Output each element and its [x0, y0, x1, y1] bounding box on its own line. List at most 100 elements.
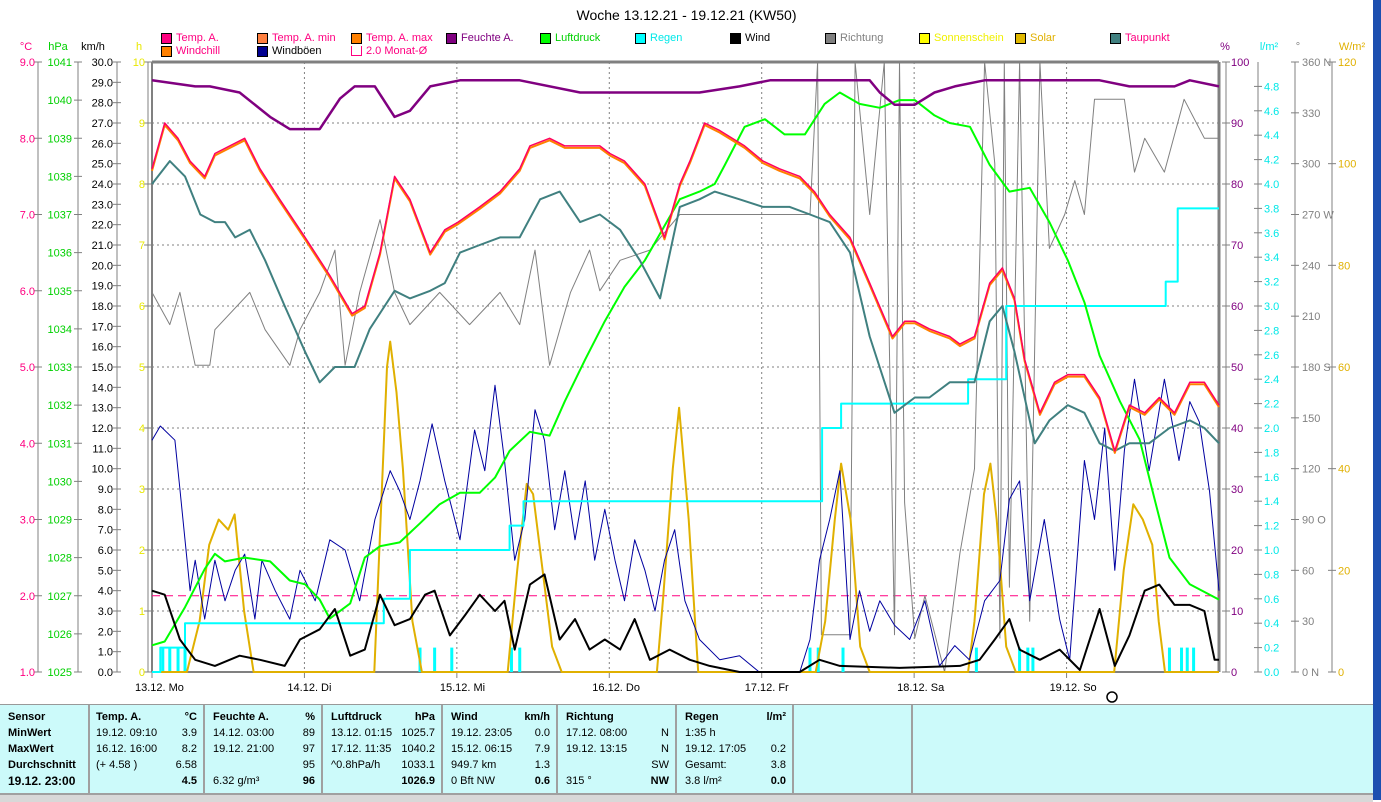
- axis-label-sun: 8: [139, 179, 145, 191]
- axis-label-rain: 1.0: [1264, 545, 1279, 557]
- axis-label-sun: 10: [133, 57, 145, 69]
- stats-row: 3.8 l/m² 0.0: [685, 773, 786, 789]
- axis-label-wind: 25.0: [92, 159, 113, 171]
- axis-label-solar: 80: [1338, 260, 1350, 272]
- series-solar-line: [152, 340, 1219, 673]
- axis-unit-humidity: %: [1220, 41, 1230, 53]
- stats-row: 19.12. 23:05 0.0: [451, 725, 550, 741]
- legend-label: Windchill: [176, 45, 221, 57]
- stats-cell-label: 19.12. 13:15: [566, 743, 628, 755]
- stats-cell-label: 0 Bft NW: [451, 775, 496, 787]
- stats-cell-value: 3.9: [181, 727, 197, 739]
- axis-label-wind: 24.0: [92, 179, 113, 191]
- current-time-marker: [1106, 691, 1118, 703]
- stats-cell-label: 6.32 g/m³: [213, 775, 260, 787]
- axis-label-wind: 10.0: [92, 464, 113, 476]
- axis-label-sun: 4: [139, 423, 145, 435]
- axis-label-sun: 9: [139, 118, 145, 130]
- rain-event-bar: [183, 647, 187, 672]
- axis-label-pressure: 1035: [48, 286, 72, 298]
- axis-label-wind: 3.0: [98, 606, 113, 618]
- axis-label-direction: 270 W: [1302, 210, 1334, 222]
- x-tick-label-day: 17.12. Fr: [745, 682, 789, 694]
- stats-row: 95: [213, 757, 315, 773]
- stats-cell-label: 19.12. 09:10: [96, 727, 158, 739]
- stats-cell-value: 1040.2: [401, 743, 435, 755]
- axis-label-pressure: 1034: [48, 324, 72, 336]
- stats-column-humidity: Feuchte A.% 14.12. 03:00 89 19.12. 21:00 97 9…: [205, 705, 323, 794]
- axis-label-rain: 4.8: [1264, 81, 1279, 93]
- stats-cell-label: (+ 4.58 ): [96, 759, 138, 771]
- stats-row: 19.12. 13:15 N: [566, 741, 669, 757]
- stats-cell-value: 6.58: [175, 759, 197, 771]
- rain-event-bar: [1031, 647, 1035, 672]
- stats-cell-value: 89: [302, 727, 315, 739]
- axis-label-humidity: 80: [1231, 179, 1243, 191]
- axis-label-rain: 0.0: [1264, 667, 1279, 679]
- axis-label-wind: 4.0: [98, 586, 113, 598]
- stats-row: SW: [566, 757, 669, 773]
- legend-label: Richtung: [840, 32, 884, 44]
- x-tick-label-day: 19.12. So: [1050, 682, 1097, 694]
- stats-header-row: Feuchte A.%: [213, 709, 315, 725]
- axis-label-wind: 20.0: [92, 260, 113, 272]
- axis-label-rain: 3.0: [1264, 301, 1279, 313]
- rain-event-bar: [841, 647, 845, 672]
- axis-label-humidity: 70: [1231, 240, 1243, 252]
- axis-label-rain: 2.0: [1264, 423, 1279, 435]
- stats-cell-value: 1.3: [534, 759, 550, 771]
- axis-label-wind: 0.0: [98, 667, 113, 679]
- axis-label-pressure: 1038: [48, 171, 72, 183]
- axis-label-rain: 0.4: [1264, 618, 1279, 630]
- desktop-background-strip: [1373, 0, 1381, 800]
- stats-header-row: Wind km/h: [451, 709, 550, 725]
- stats-header-row: Richtung: [566, 709, 669, 725]
- legend-swatch-icon: [446, 32, 457, 44]
- axis-label-direction: 330: [1302, 108, 1320, 120]
- stats-cell-value: SW: [651, 759, 669, 771]
- stats-cell-label: 17.12. 08:00: [566, 727, 628, 739]
- axis-label-rain: 1.8: [1264, 447, 1279, 459]
- rain-event-bar: [161, 647, 165, 672]
- axis-label-humidity: 30: [1231, 484, 1243, 496]
- row-label-min: MinWert: [8, 727, 52, 739]
- rain-event-bar: [1018, 647, 1022, 672]
- legend-swatch-icon: [730, 32, 741, 44]
- axis-label-pressure: 1027: [48, 591, 72, 603]
- axis-label-humidity: 10: [1231, 606, 1243, 618]
- stats-cell-value: 97: [302, 743, 315, 755]
- stats-cell-value: NW: [650, 775, 669, 787]
- chart-title: Woche 13.12.21 - 19.12.21 (KW50): [576, 7, 797, 23]
- stats-cell-value: 1025.7: [401, 727, 435, 739]
- stats-cell-label: Gesamt:: [685, 759, 727, 771]
- stats-header-row: Temp. A. °C: [96, 709, 197, 725]
- axis-label-rain: 2.8: [1264, 325, 1279, 337]
- legend-swatch-icon: [540, 32, 551, 44]
- axis-label-direction: 300: [1302, 159, 1320, 171]
- stats-row: 315 ° NW: [566, 773, 669, 789]
- axis-label-sun: 7: [139, 240, 145, 252]
- legend-item: Regen: [635, 32, 682, 44]
- stats-cell-label: 16.12. 16:00: [96, 743, 158, 755]
- axis-label-wind: 7.0: [98, 525, 113, 537]
- legend-item: Taupunkt: [1110, 32, 1170, 44]
- legend-label: Sonnenschein: [934, 32, 1004, 44]
- axis-unit-temp: °C: [20, 41, 32, 53]
- stats-cell-label: 1:35 h: [685, 727, 716, 739]
- legend-swatch-icon: [825, 32, 836, 44]
- stats-cell-value: 0.2: [770, 743, 786, 755]
- axis-label-wind: 15.0: [92, 362, 113, 374]
- axis-label-rain: 3.8: [1264, 203, 1279, 215]
- axis-label-pressure: 1033: [48, 362, 72, 374]
- legend-label: Windböen: [272, 45, 322, 57]
- stats-cell-value: 7.9: [534, 743, 550, 755]
- legend-label: 2.0 Monat-Ø: [366, 45, 428, 57]
- axis-label-direction: 210: [1302, 311, 1320, 323]
- stats-column-rain: Regen l/m² 1:35 h 19.12. 17:05 0.2 Gesamt: 3.8…: [677, 705, 794, 794]
- stats-cell-value: 0.0: [534, 727, 550, 739]
- row-label-avg: Durchschnitt: [8, 759, 76, 771]
- legend-swatch-icon: [351, 46, 362, 56]
- axis-label-wind: 18.0: [92, 301, 113, 313]
- legend-item: Windchill: [161, 45, 220, 57]
- stats-row: 1026.9: [331, 773, 435, 789]
